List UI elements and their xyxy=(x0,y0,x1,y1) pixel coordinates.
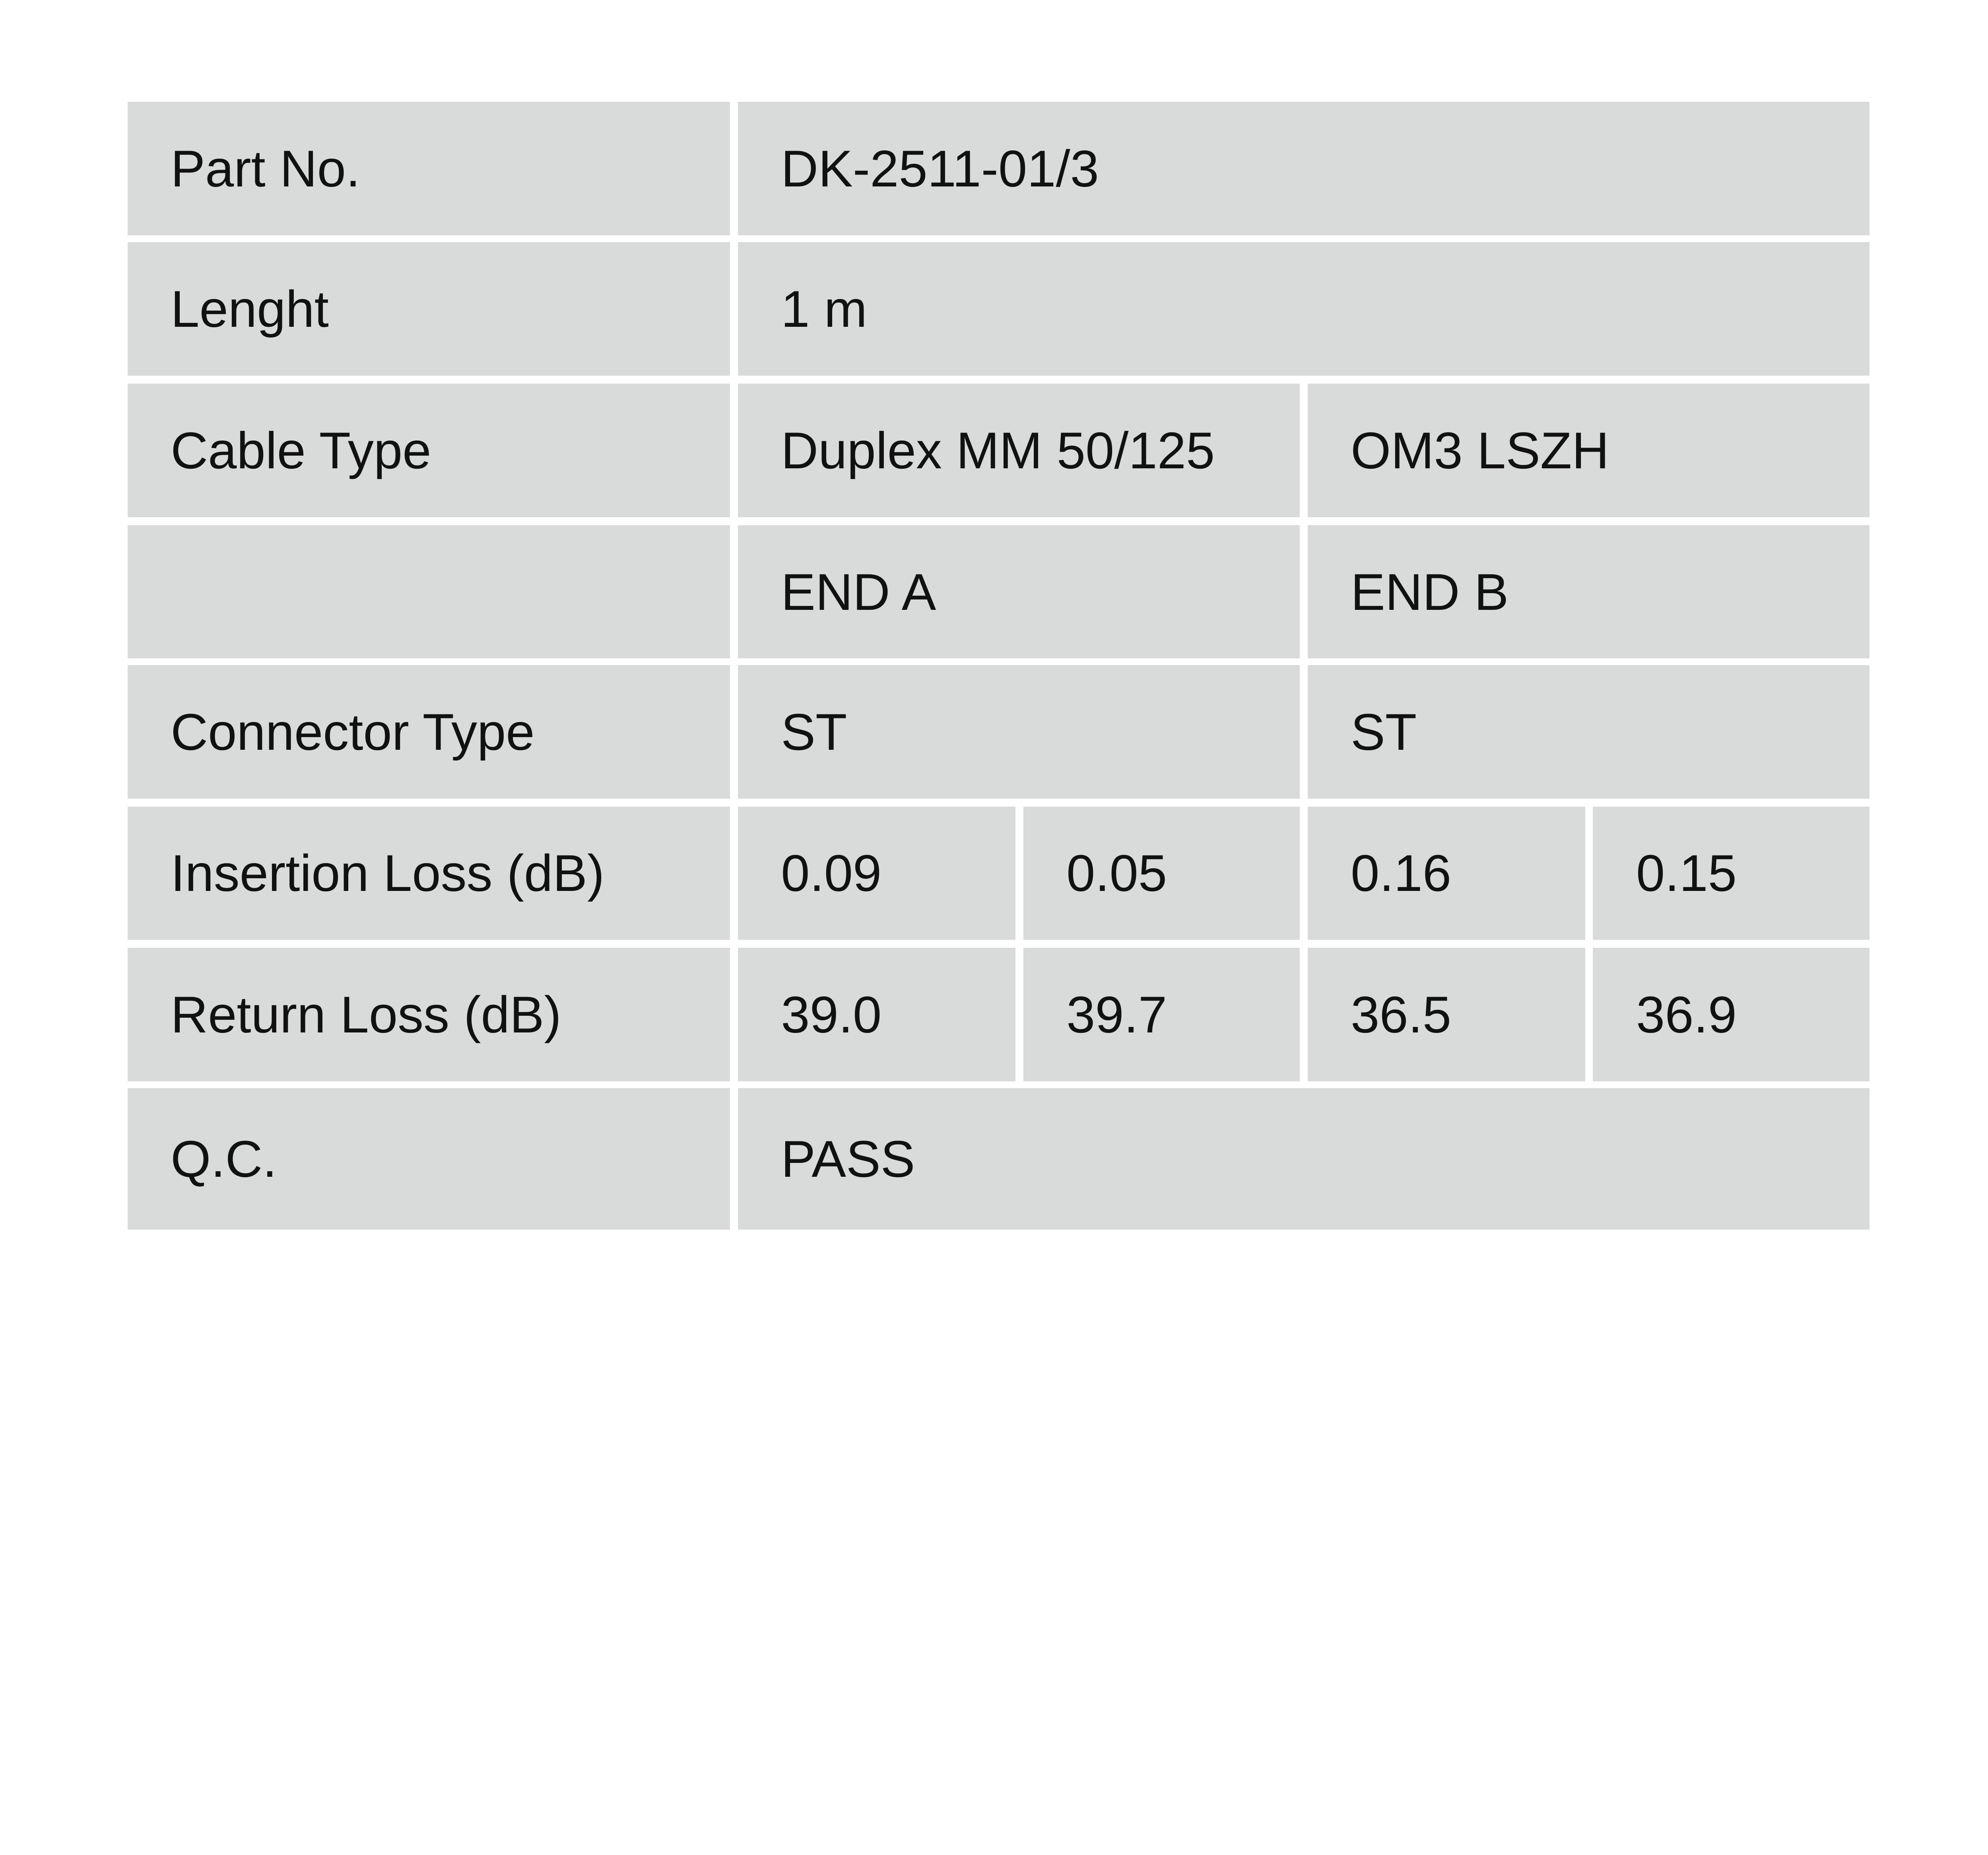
return-loss-value: 39.7 xyxy=(1023,948,1300,1081)
value-part-no: DK-2511-01/3 xyxy=(738,102,1870,236)
return-loss-value: 36.5 xyxy=(1307,948,1586,1081)
label-qc: Q.C. xyxy=(127,1088,730,1230)
label-cable-type: Cable Type xyxy=(127,384,730,517)
label-return-loss: Return Loss (dB) xyxy=(127,948,730,1081)
return-loss-value: 39.0 xyxy=(738,948,1016,1081)
insertion-loss-value: 0.15 xyxy=(1593,806,1870,940)
value-qc: PASS xyxy=(738,1088,1870,1230)
header-end-b: END B xyxy=(1307,525,1870,659)
label-insertion-loss: Insertion Loss (dB) xyxy=(127,806,730,940)
return-loss-value: 36.9 xyxy=(1593,948,1870,1081)
insertion-loss-value: 0.16 xyxy=(1307,806,1586,940)
value-connector-a: ST xyxy=(738,665,1300,799)
value-cable-type-b: OM3 LSZH xyxy=(1307,384,1870,517)
value-connector-b: ST xyxy=(1307,665,1870,799)
insertion-loss-value: 0.09 xyxy=(738,806,1016,940)
label-length: Lenght xyxy=(127,242,730,376)
insertion-loss-value: 0.05 xyxy=(1023,806,1300,940)
label-ends xyxy=(127,525,730,659)
label-part-no: Part No. xyxy=(127,102,730,236)
value-cable-type-a: Duplex MM 50/125 xyxy=(738,384,1300,517)
header-end-a: END A xyxy=(738,525,1300,659)
label-connector-type: Connector Type xyxy=(127,665,730,799)
value-length: 1 m xyxy=(738,242,1870,376)
